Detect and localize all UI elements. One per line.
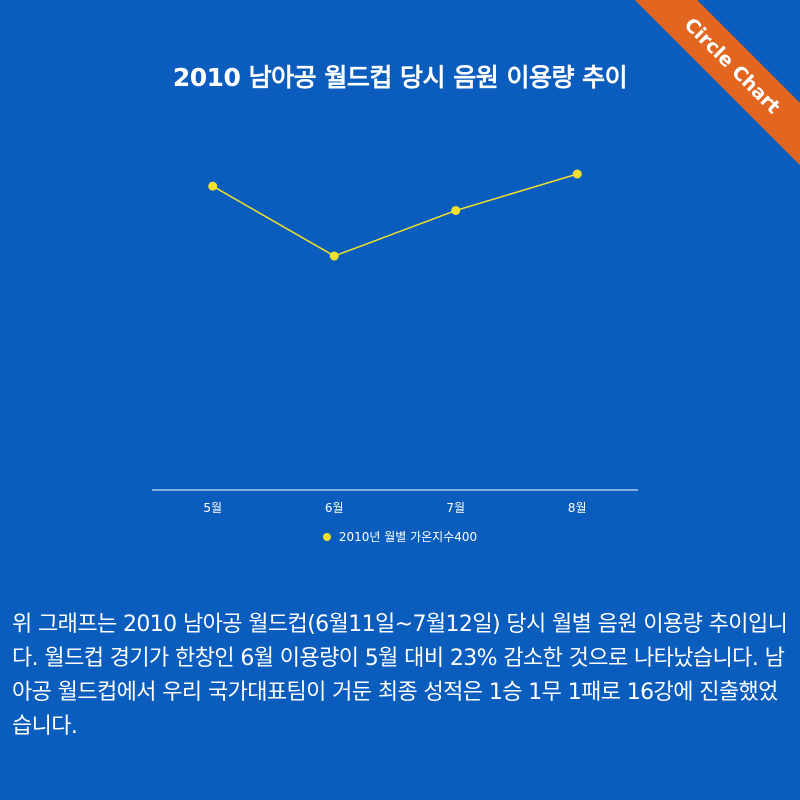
series-line xyxy=(212,173,578,257)
data-point-2[interactable] xyxy=(329,251,339,261)
chart-title: 2010 남아공 월드컵 당시 음원 이용량 추이 xyxy=(172,63,628,92)
x-tick-label: 6월 xyxy=(325,501,344,515)
legend-label: 2010년 월별 가온지수400 xyxy=(338,530,478,544)
x-tick-label: 8월 xyxy=(568,501,587,515)
data-point-4[interactable] xyxy=(572,169,582,179)
x-tick-label: 7월 xyxy=(446,501,465,515)
series-layer xyxy=(208,169,582,261)
legend: 2010년 월별 가온지수400 xyxy=(0,528,800,545)
data-point-1[interactable] xyxy=(208,181,218,191)
data-point-3[interactable] xyxy=(451,205,461,215)
legend-marker-icon xyxy=(322,532,331,541)
x-axis-ticks: 5월 6월 7월 8월 xyxy=(203,501,586,515)
x-tick-label: 5월 xyxy=(203,501,222,515)
description-text: 위 그래프는 2010 남아공 월드컵(6월11일~7월12일) 당시 월별 음… xyxy=(12,612,788,739)
